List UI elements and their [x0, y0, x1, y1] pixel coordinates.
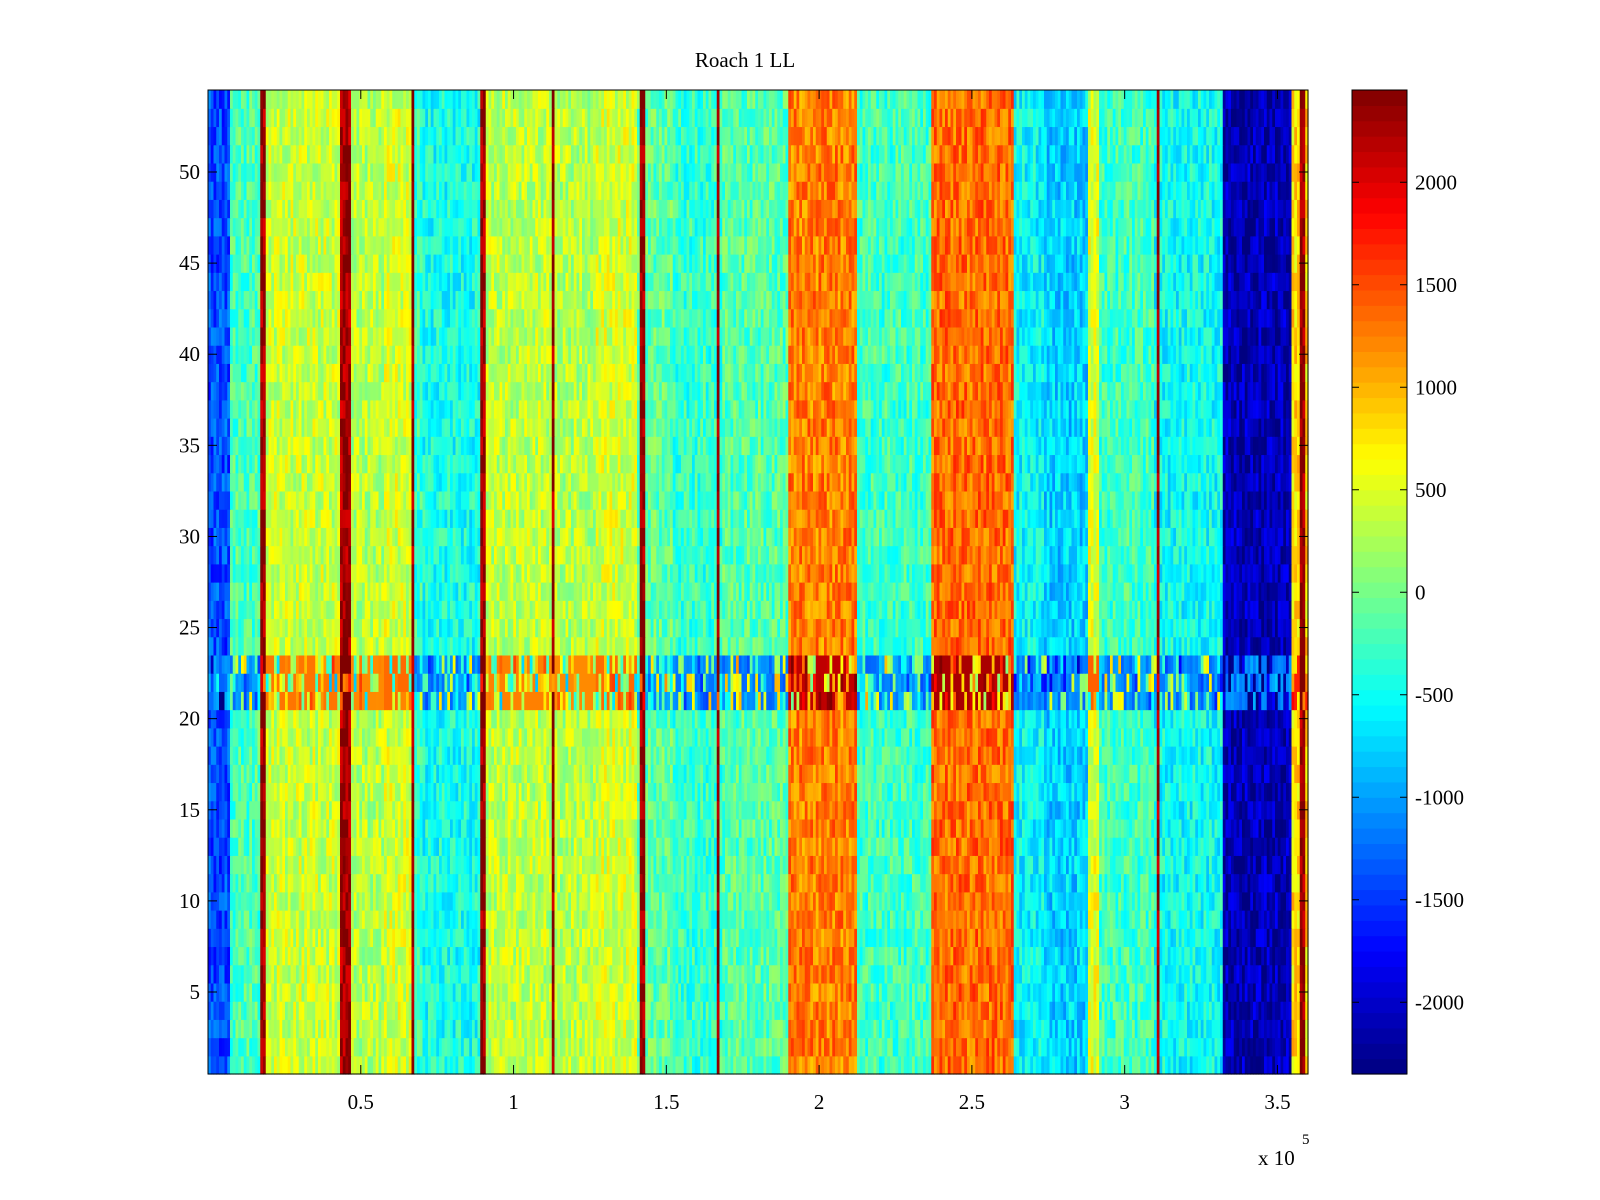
- chart-title: Roach 1 LL: [695, 48, 795, 72]
- heatmap-cells: [208, 90, 1309, 1075]
